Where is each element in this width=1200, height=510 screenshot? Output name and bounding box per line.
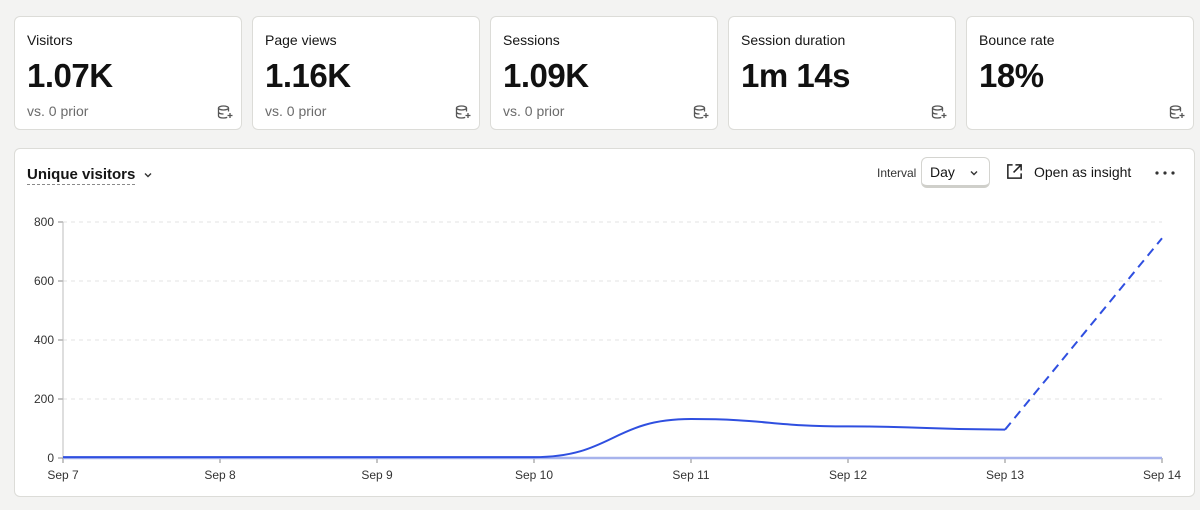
x-tick-label: Sep 14 bbox=[1143, 468, 1181, 482]
interval-select[interactable]: Day bbox=[921, 157, 990, 188]
x-tick-label: Sep 10 bbox=[515, 468, 553, 482]
x-tick-label: Sep 11 bbox=[672, 468, 709, 482]
x-tick-label: Sep 8 bbox=[204, 468, 236, 482]
database-add-icon[interactable] bbox=[693, 104, 709, 120]
stat-prior: vs. 0 prior bbox=[265, 103, 327, 119]
stat-title: Session duration bbox=[741, 32, 846, 48]
x-tick-label: Sep 9 bbox=[361, 468, 393, 482]
chevron-down-icon bbox=[144, 173, 152, 178]
chart-panel: Unique visitors Interval Day Open as ins… bbox=[14, 148, 1195, 497]
y-tick-label: 400 bbox=[34, 333, 54, 347]
open-as-insight-button[interactable]: Open as insight bbox=[1005, 162, 1131, 181]
stat-prior: vs. 0 prior bbox=[503, 103, 565, 119]
stat-title: Sessions bbox=[503, 32, 560, 48]
interval-select-value: Day bbox=[930, 164, 955, 180]
series-line-current-in-progress bbox=[1004, 237, 1163, 431]
y-tick-label: 0 bbox=[47, 451, 54, 465]
stat-prior: vs. 0 prior bbox=[27, 103, 89, 119]
external-link-icon bbox=[1007, 164, 1022, 179]
metric-dropdown-label: Unique visitors bbox=[27, 165, 136, 185]
open-as-insight-label: Open as insight bbox=[1034, 163, 1132, 180]
series-line-current bbox=[62, 418, 1006, 459]
stat-title: Page views bbox=[265, 32, 337, 48]
stat-card-sessions[interactable]: Sessions 1.09K vs. 0 prior bbox=[490, 16, 718, 130]
stat-card-bounce-rate[interactable]: Bounce rate 18% bbox=[966, 16, 1194, 130]
stat-value: 1.07K bbox=[27, 57, 113, 94]
database-add-icon[interactable] bbox=[217, 104, 233, 120]
y-tick-label: 800 bbox=[34, 215, 54, 229]
stat-card-visitors[interactable]: Visitors 1.07K vs. 0 prior bbox=[14, 16, 242, 130]
database-add-icon[interactable] bbox=[931, 104, 947, 120]
unique-visitors-line-chart: 0 200 400 600 800 Sep 7 Sep 8 Sep 9 Sep 10 Sep 11… bbox=[34, 215, 1181, 482]
stat-card-page-views[interactable]: Page views 1.16K vs. 0 prior bbox=[252, 16, 480, 130]
y-tick-label: 600 bbox=[34, 274, 54, 288]
stat-card-session-duration[interactable]: Session duration 1m 14s bbox=[728, 16, 956, 130]
stat-value: 1.09K bbox=[503, 57, 589, 94]
stat-title: Bounce rate bbox=[979, 32, 1055, 48]
x-tick-label: Sep 13 bbox=[986, 468, 1024, 482]
database-add-icon[interactable] bbox=[455, 104, 471, 120]
stat-value: 1m 14s bbox=[741, 57, 850, 94]
stat-cards: Visitors 1.07K vs. 0 prior Page views 1.… bbox=[14, 16, 1195, 132]
database-add-icon[interactable] bbox=[1169, 104, 1185, 120]
stat-title: Visitors bbox=[27, 32, 73, 48]
stat-value: 18% bbox=[979, 57, 1044, 94]
more-horizontal-icon[interactable] bbox=[1153, 163, 1177, 181]
stat-value: 1.16K bbox=[265, 57, 351, 94]
y-tick-label: 200 bbox=[34, 392, 54, 406]
x-tick-label: Sep 7 bbox=[47, 468, 79, 482]
metric-dropdown[interactable]: Unique visitors bbox=[27, 164, 153, 186]
interval-label: Interval bbox=[877, 166, 917, 180]
chevron-down-icon bbox=[970, 171, 978, 176]
x-tick-label: Sep 12 bbox=[829, 468, 867, 482]
